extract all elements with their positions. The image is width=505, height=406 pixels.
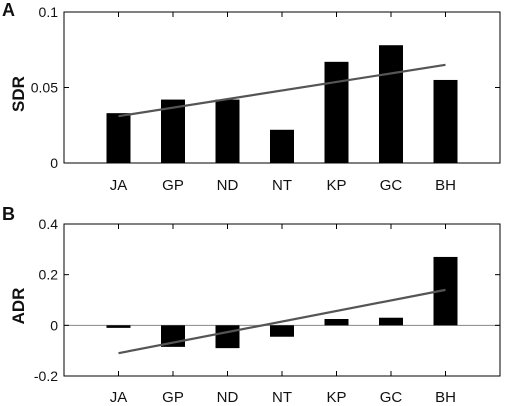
y-tick-label: -0.2 — [34, 368, 58, 384]
bar-nd — [215, 325, 240, 349]
bar-bh — [433, 79, 458, 163]
bar-nt — [270, 325, 294, 337]
bar-kp — [324, 61, 349, 163]
y-tick-label: 0 — [50, 155, 58, 171]
bar-ja — [106, 113, 131, 163]
category-label: GC — [380, 177, 403, 194]
category-label: GP — [162, 177, 184, 194]
category-label: NT — [272, 177, 292, 194]
y-tick-label: 0.2 — [39, 267, 59, 283]
y-axis-label: SDR — [9, 76, 28, 112]
category-label: GP — [162, 389, 184, 406]
y-tick-label: 0.05 — [31, 80, 58, 96]
category-label: BH — [435, 389, 456, 406]
category-label: ND — [217, 389, 239, 406]
panel-b: B ADR -0.2 0 0.2 0.4 JA GP ND NT KP GC BH — [2, 204, 501, 406]
panel-a: A SDR 0 0.05 0.1 JA GP ND NT KP GC BH — [2, 0, 501, 194]
bar-gp — [161, 99, 185, 163]
category-label: NT — [272, 389, 292, 406]
panel-letter: B — [2, 204, 15, 224]
y-tick-label: 0.1 — [39, 4, 59, 20]
category-label: KP — [326, 389, 346, 406]
y-tick-label: 0.4 — [39, 216, 59, 232]
y-axis-label: ADR — [9, 288, 28, 325]
bar-ja — [106, 325, 131, 328]
category-label: BH — [435, 177, 456, 194]
bar-gc — [379, 317, 403, 326]
category-label: JA — [110, 177, 128, 194]
bar-nd — [215, 99, 240, 163]
panel-letter: A — [2, 0, 15, 20]
category-label: GC — [380, 389, 403, 406]
category-label: ND — [217, 177, 239, 194]
category-label: JA — [110, 389, 128, 406]
trend-line — [118, 63, 446, 118]
trend-line — [118, 288, 446, 355]
bar-kp — [324, 319, 349, 326]
bar-nt — [270, 129, 294, 163]
category-label: KP — [326, 177, 346, 194]
bar-gc — [379, 45, 403, 163]
y-tick-label: 0 — [50, 317, 58, 333]
